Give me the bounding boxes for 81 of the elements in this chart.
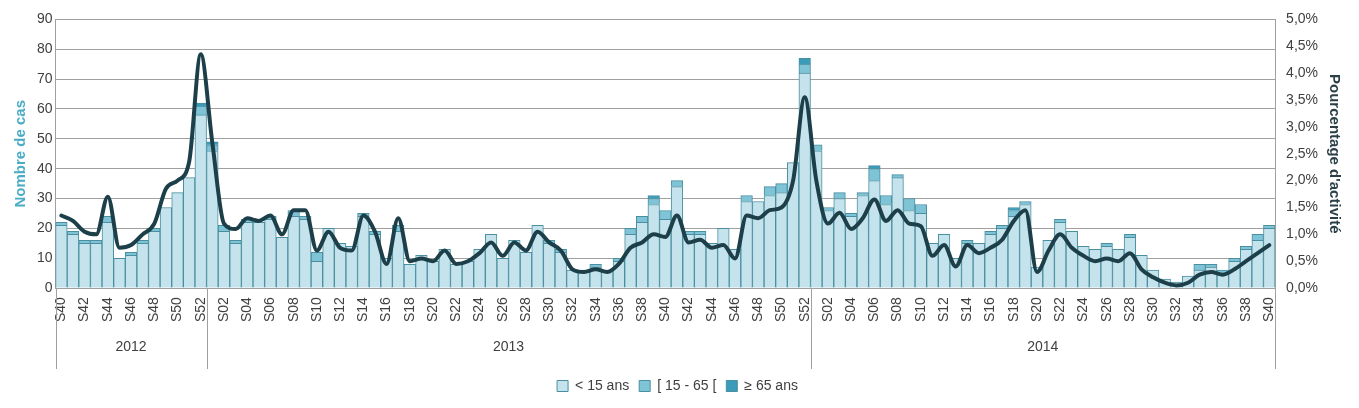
x-tick-label: S34 xyxy=(586,296,603,323)
x-tick-label: S18 xyxy=(400,296,417,323)
y-tick-label: 50 xyxy=(36,129,53,146)
y2-tick-label: 5,0% xyxy=(1286,10,1319,27)
x-tick-label: S40 xyxy=(656,296,673,323)
x-tick-label: S16 xyxy=(981,296,998,323)
x-tick-label: S22 xyxy=(447,296,464,323)
x-tick-label: S12 xyxy=(330,296,347,323)
x-tick-label: S34 xyxy=(1190,296,1207,323)
x-tick-label: S42 xyxy=(75,296,92,323)
x-tick-label: S14 xyxy=(958,296,975,323)
x-tick-label: S08 xyxy=(888,296,905,323)
x-tick-label: S52 xyxy=(795,296,812,323)
x-tick-label: S04 xyxy=(238,296,255,323)
y-tick-label: 10 xyxy=(36,249,53,266)
y2-tick-label: 3,5% xyxy=(1286,90,1319,107)
x-tick-label: S02 xyxy=(214,296,231,323)
x-tick-label: S38 xyxy=(632,296,649,323)
x-tick-label: S28 xyxy=(1120,296,1137,323)
x-tick-label: S06 xyxy=(865,296,882,323)
y-tick-label: 0 xyxy=(44,278,53,295)
x-tick-label: S16 xyxy=(377,296,394,323)
legend-label: < 15 ans xyxy=(575,376,630,393)
y-tick-label: 40 xyxy=(36,159,53,176)
y2-tick-label: 3,0% xyxy=(1286,117,1319,134)
x-tick-label: S10 xyxy=(911,296,928,323)
x-tick-label: S24 xyxy=(470,296,487,323)
y-tick-label: 90 xyxy=(36,10,53,27)
x-tick-label: S26 xyxy=(1097,296,1114,323)
x-tick-label: S20 xyxy=(423,296,440,323)
x-tick-label: S14 xyxy=(354,296,371,323)
text: 2012 xyxy=(115,337,147,354)
x-tick-label: S10 xyxy=(307,296,324,323)
x-tick-label: S36 xyxy=(609,296,626,323)
y2-tick-label: 2,0% xyxy=(1286,171,1319,188)
legend-label: [ 15 - 65 [ xyxy=(657,376,717,393)
x-tick-label: S30 xyxy=(540,296,557,323)
x-tick-label: S22 xyxy=(1051,296,1068,323)
x-tick-label: S50 xyxy=(772,296,789,323)
y2-tick-label: 4,5% xyxy=(1286,37,1319,54)
y2-tick-label: 1,0% xyxy=(1286,225,1319,242)
text: 2013 xyxy=(492,337,525,354)
x-tick-label: S08 xyxy=(284,296,301,323)
y-tick-label: 80 xyxy=(36,40,53,57)
x-tick-label: S24 xyxy=(1074,296,1091,323)
x-tick-label: S48 xyxy=(749,296,766,323)
y2-tick-label: 1,5% xyxy=(1286,198,1319,215)
x-tick-label: S32 xyxy=(563,296,580,323)
x-tick-label: S28 xyxy=(516,296,533,323)
text: 2014 xyxy=(1027,337,1059,354)
y2-tick-label: 0,5% xyxy=(1286,252,1319,269)
y2-tick-label: 4,0% xyxy=(1286,64,1319,80)
y-tick-label: 70 xyxy=(36,69,53,86)
y2-tick-label: 2,5% xyxy=(1286,144,1319,161)
y2-tick-label: 0,0% xyxy=(1286,278,1319,295)
x-tick-label: S44 xyxy=(98,296,115,323)
x-tick-label: S02 xyxy=(818,296,835,323)
x-tick-label: S20 xyxy=(1027,296,1044,323)
x-tick-label: S32 xyxy=(1167,296,1184,323)
x-tick-label: S48 xyxy=(145,296,162,323)
x-tick-label: S26 xyxy=(493,296,510,323)
x-tick-label: S42 xyxy=(679,296,696,323)
y-tick-label: 20 xyxy=(36,219,53,236)
y-tick-label: 30 xyxy=(36,189,53,206)
y2-axis-title: Pourcentage d'activité xyxy=(1326,74,1344,234)
y-axis-title: Nombre de cas xyxy=(11,99,29,208)
legend-label: ≥ 65 ans xyxy=(744,376,798,393)
x-tick-label: S06 xyxy=(261,296,278,323)
x-tick-label: S12 xyxy=(934,296,951,323)
x-tick-label: S30 xyxy=(1144,296,1160,323)
x-tick-label: S46 xyxy=(725,296,742,323)
x-tick-label: S46 xyxy=(121,296,138,323)
x-tick-label: S50 xyxy=(168,296,185,323)
x-tick-label: S04 xyxy=(842,296,859,323)
x-tick-label: S18 xyxy=(1004,296,1021,323)
x-tick-label: S44 xyxy=(702,296,719,323)
x-tick-label: S40 xyxy=(1260,296,1277,323)
x-tick-label: S36 xyxy=(1213,296,1230,323)
x-tick-label: S52 xyxy=(191,296,208,323)
x-tick-label: S38 xyxy=(1236,296,1253,323)
y-tick-label: 60 xyxy=(36,99,53,116)
